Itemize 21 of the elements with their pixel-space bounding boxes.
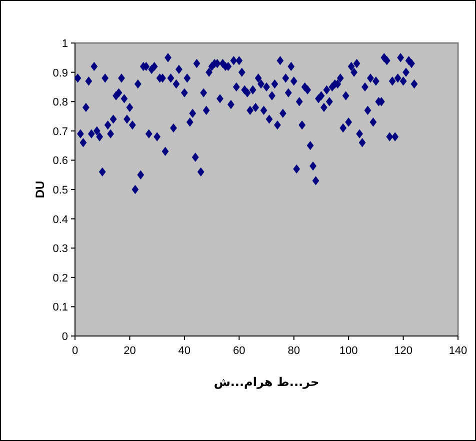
x-tick-label: 40 — [178, 345, 191, 357]
x-tick-label: 0 — [72, 345, 78, 357]
y-tick-label: 0.3 — [52, 243, 68, 256]
x-tick-label: 60 — [233, 345, 246, 357]
x-tick-label: 80 — [288, 345, 300, 357]
x-tick-label: 140 — [448, 345, 468, 357]
y-tick-label: 0.7 — [52, 126, 68, 138]
y-tick-label: 0.1 — [52, 302, 68, 314]
y-axis-title: DU — [33, 180, 47, 198]
y-tick-label: 0.6 — [52, 155, 68, 168]
y-tick-label: 0.5 — [52, 184, 68, 196]
y-tick-label: 0.8 — [52, 96, 68, 109]
x-tick-label: 20 — [124, 345, 136, 357]
x-tick-label: 120 — [394, 345, 412, 357]
y-tick-label: 0.2 — [52, 272, 68, 284]
y-tick-label: 0 — [62, 331, 68, 343]
y-tick-label: 0.4 — [52, 214, 68, 226]
y-tick-label: 1 — [62, 38, 68, 50]
x-axis-title: ش...ماره ط...رح — [214, 375, 320, 389]
x-tick-label: 100 — [339, 345, 358, 357]
y-tick-label: 0.9 — [52, 67, 68, 80]
